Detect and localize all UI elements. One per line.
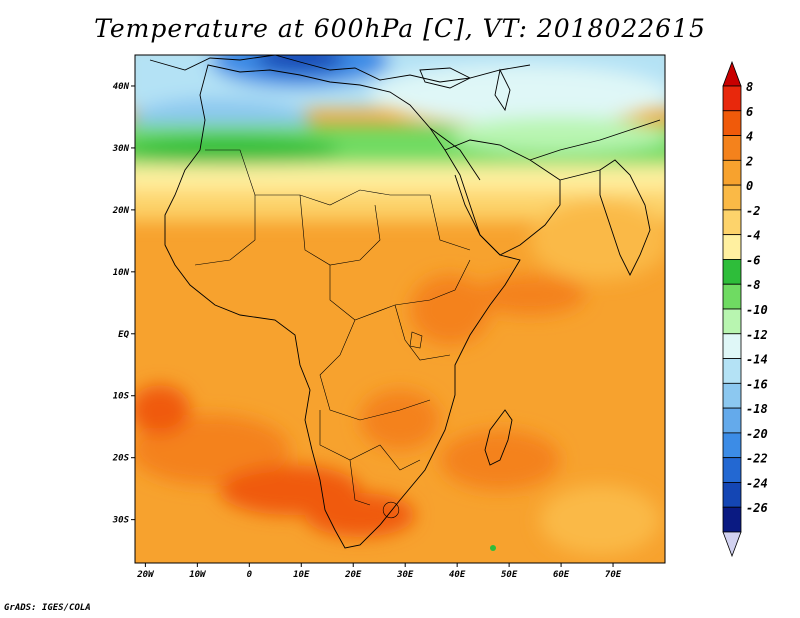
lon-tick-label: 60E: [553, 570, 570, 580]
colorbar-label: -22: [746, 452, 768, 466]
axis-ticks: 20W 10W 0 10E 20E 30E 40E 50E 60E 70E 40N 30N 20N 10N…: [112, 82, 622, 580]
colorbar-swatch: [722, 333, 742, 359]
colorbar-swatch: [722, 308, 742, 335]
colorbar-label: -6: [746, 253, 760, 267]
colorbar-label: -26: [746, 501, 768, 515]
lon-tick-label: 30E: [396, 570, 414, 580]
colorbar-swatch: [722, 259, 742, 285]
colorbar-swatch: [722, 506, 742, 533]
colorbar-label: 4: [746, 130, 753, 144]
colorbar-swatch: [722, 184, 742, 211]
colorbar-label: -12: [746, 328, 768, 342]
lon-tick-label: 20W: [136, 570, 155, 580]
colorbar-swatch: [722, 358, 742, 384]
colorbar-top-arrow: [722, 60, 742, 87]
colorbar-swatch: [722, 432, 742, 459]
colorbar-swatch: [722, 482, 742, 508]
lon-tick-label: 10W: [189, 570, 207, 580]
colorbar-swatch: [722, 135, 742, 161]
colorbar: 8 6 4 2 0 -2 -4 -6 -8 -10 -12 -14 -16 -18 -20 -22 -24 -26: [722, 60, 768, 558]
colorbar-label: -16: [746, 377, 768, 391]
colorbar-label: 2: [745, 154, 753, 168]
plot-frame: [134, 54, 666, 564]
colorbar-swatch: [722, 457, 742, 483]
colorbar-swatch: [722, 110, 742, 136]
lon-tick-label: 10E: [293, 570, 310, 580]
lat-tick-label: 30N: [112, 144, 130, 154]
temperature-field: [135, 55, 665, 563]
lon-tick-label: 0: [247, 570, 253, 580]
colorbar-swatch: [722, 209, 742, 236]
credit-label: GrADS: IGES/COLA: [4, 603, 91, 613]
colorbar-swatch: [722, 382, 742, 409]
lat-tick-label: 30S: [112, 516, 130, 526]
lon-tick-label: 50E: [501, 570, 518, 580]
lat-tick-label: 20S: [112, 454, 130, 464]
colorbar-label: -8: [746, 278, 760, 292]
colorbar-label: 6: [746, 105, 753, 119]
colorbar-label: -4: [746, 229, 760, 243]
lon-tick-label: 70E: [605, 570, 622, 580]
lat-tick-label: 20N: [112, 206, 130, 216]
lon-tick-label: 40E: [449, 570, 466, 580]
lat-tick-label: EQ: [118, 330, 129, 340]
colorbar-label: -2: [746, 204, 760, 218]
colorbar-bottom-arrow: [722, 531, 742, 558]
colorbar-swatch: [722, 85, 742, 112]
lon-tick-label: 20E: [344, 570, 362, 580]
colorbar-label: -20: [746, 427, 768, 441]
colorbar-swatch: [722, 283, 742, 310]
country-borders: [194, 149, 471, 519]
colorbar-label: -14: [746, 353, 768, 367]
colorbar-label: 8: [746, 80, 753, 94]
colorbar-swatch: [722, 407, 742, 434]
lat-tick-label: 10N: [113, 268, 130, 278]
colorbar-swatch: [722, 234, 742, 260]
coastlines: [149, 55, 661, 549]
map-title: Temperature at 600hPa [C], VT: 201802261…: [94, 14, 706, 43]
colorbar-swatch: [722, 159, 742, 186]
colorbar-label: -10: [746, 303, 768, 317]
colorbar-label: -24: [746, 476, 768, 490]
lat-tick-label: 10S: [113, 392, 130, 402]
lat-tick-label: 40N: [113, 82, 130, 92]
colorbar-label: 0: [746, 179, 753, 193]
colorbar-label: -18: [746, 402, 768, 416]
